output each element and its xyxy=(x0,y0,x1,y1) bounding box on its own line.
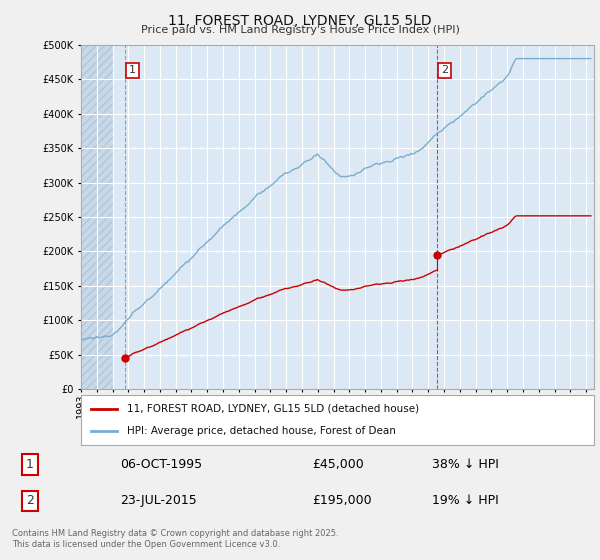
Text: Contains HM Land Registry data © Crown copyright and database right 2025.
This d: Contains HM Land Registry data © Crown c… xyxy=(12,529,338,549)
Text: 2: 2 xyxy=(26,494,34,507)
Text: 23-JUL-2015: 23-JUL-2015 xyxy=(120,494,197,507)
Text: 2: 2 xyxy=(441,66,448,75)
Text: 38% ↓ HPI: 38% ↓ HPI xyxy=(432,458,499,471)
Text: £45,000: £45,000 xyxy=(312,458,364,471)
Text: 11, FOREST ROAD, LYDNEY, GL15 5LD (detached house): 11, FOREST ROAD, LYDNEY, GL15 5LD (detac… xyxy=(127,404,419,414)
Text: 06-OCT-1995: 06-OCT-1995 xyxy=(120,458,202,471)
Text: Price paid vs. HM Land Registry's House Price Index (HPI): Price paid vs. HM Land Registry's House … xyxy=(140,25,460,35)
Text: HPI: Average price, detached house, Forest of Dean: HPI: Average price, detached house, Fore… xyxy=(127,426,396,436)
Text: 11, FOREST ROAD, LYDNEY, GL15 5LD: 11, FOREST ROAD, LYDNEY, GL15 5LD xyxy=(168,14,432,28)
Text: £195,000: £195,000 xyxy=(312,494,371,507)
Text: 1: 1 xyxy=(129,66,136,75)
Bar xyxy=(81,45,113,389)
Text: 1: 1 xyxy=(26,458,34,471)
Text: 19% ↓ HPI: 19% ↓ HPI xyxy=(432,494,499,507)
